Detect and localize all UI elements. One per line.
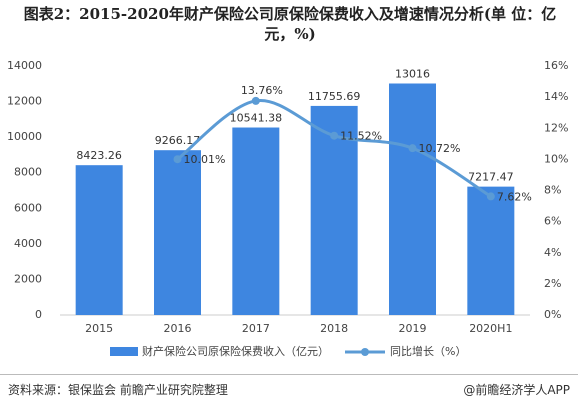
y2-tick-label: 12%	[544, 121, 568, 134]
legend-label: 财产保险公司原保险保费收入（亿元）	[142, 344, 329, 358]
bar-label: 9266.17	[155, 134, 201, 147]
bar	[310, 105, 358, 315]
bar-label: 13016	[395, 68, 430, 81]
y2-tick-label: 6%	[544, 215, 561, 228]
bar	[467, 186, 515, 315]
x-tick-label: 2015	[85, 322, 113, 335]
y2-tick-label: 8%	[544, 184, 561, 197]
bar	[389, 83, 436, 315]
legend-swatch	[110, 347, 138, 356]
y-tick-label: 6000	[14, 201, 42, 214]
bar-label: 11755.69	[308, 90, 361, 103]
line-marker	[486, 192, 495, 201]
divider	[0, 374, 578, 375]
y-tick-label: 4000	[14, 237, 42, 250]
chart-title: 图表2：2015-2020年财产保险公司原保险保费收入及增速情况分析(单 位：亿…	[23, 5, 557, 43]
x-tick-label: 2017	[242, 322, 270, 335]
x-tick-label: 2020H1	[469, 322, 512, 335]
bar	[75, 165, 123, 315]
line-marker	[330, 131, 339, 140]
y-tick-label: 14000	[7, 59, 42, 72]
y-tick-label: 10000	[7, 130, 42, 143]
bar	[232, 127, 280, 315]
line-label: 7.62%	[497, 190, 532, 203]
y2-tick-label: 10%	[544, 152, 568, 165]
line-label: 10.01%	[184, 153, 226, 166]
y2-tick-label: 2%	[544, 277, 561, 290]
y2-tick-label: 16%	[544, 59, 568, 72]
x-tick-label: 2018	[320, 322, 348, 335]
y2-tick-label: 4%	[544, 246, 561, 259]
y-tick-label: 8000	[14, 166, 42, 179]
x-tick-label: 2019	[399, 322, 427, 335]
credit: @前瞻经济学人APP	[463, 383, 570, 397]
y2-tick-label: 14%	[544, 90, 568, 103]
y-tick-label: 2000	[14, 272, 42, 285]
bar	[154, 150, 201, 315]
line-label: 11.52%	[340, 130, 382, 143]
source: 资料来源：银保监会 前瞻产业研究院整理	[8, 383, 228, 397]
bar-label: 7217.47	[468, 171, 514, 184]
legend-swatch	[361, 348, 369, 356]
y2-tick-label: 0%	[544, 308, 561, 321]
line-label: 13.76%	[241, 84, 283, 97]
line-marker	[173, 155, 182, 164]
legend-label: 同比增长（%）	[390, 344, 466, 358]
line-label: 10.72%	[419, 142, 461, 155]
bar-label: 10541.38	[230, 112, 283, 125]
x-tick-label: 2016	[164, 322, 192, 335]
line-marker	[408, 144, 417, 153]
line-marker	[251, 96, 260, 105]
bar-label: 8423.26	[76, 149, 122, 162]
y-tick-label: 12000	[7, 95, 42, 108]
chart: 0 2000 4000 6000 8000 10000 12000 14000 0% 2% 4% 6%…	[7, 59, 568, 358]
y-tick-label: 0	[35, 308, 42, 321]
